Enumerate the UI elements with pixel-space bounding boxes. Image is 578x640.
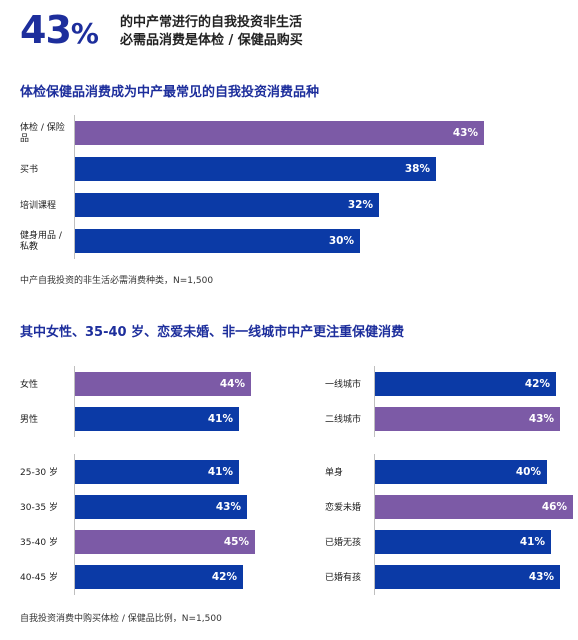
- category-label: 男性: [20, 414, 39, 425]
- category-label: 已婚有孩: [325, 572, 362, 583]
- chart-baseline: [74, 115, 75, 259]
- headline-line-2: 必需品消费是体检 / 保健品购买: [120, 33, 303, 48]
- category-label: 30-35 岁: [20, 502, 59, 513]
- bar-value-label: 30%: [328, 235, 354, 247]
- bar-value-label: 45%: [223, 536, 249, 548]
- bar: 45%: [75, 530, 255, 554]
- bar: 40%: [375, 460, 547, 484]
- bar: 43%: [75, 121, 484, 145]
- bar-row: 女性 44%: [20, 372, 280, 398]
- bar: 38%: [75, 157, 436, 181]
- bar: 43%: [375, 565, 560, 589]
- bar-value-label: 40%: [515, 466, 541, 478]
- category-label: 二线城市: [325, 414, 362, 425]
- bar-row: 35-40 岁 45%: [20, 530, 280, 556]
- category-label: 恋爱未婚: [325, 502, 362, 513]
- category-label: 健身用品 / 私教: [20, 231, 62, 252]
- bar: 43%: [375, 407, 560, 431]
- bar: 30%: [75, 229, 360, 253]
- bar: 41%: [75, 407, 239, 431]
- bar-value-label: 43%: [215, 501, 241, 513]
- bar-value-label: 41%: [207, 466, 233, 478]
- bar: 41%: [375, 530, 551, 554]
- bar-value-label: 41%: [207, 413, 233, 425]
- category-label: 买书: [20, 164, 39, 175]
- category-label: 25-30 岁: [20, 467, 59, 478]
- bar-row: 买书 38%: [20, 157, 436, 183]
- headline-text: 的中产常进行的自我投资非生活 必需品消费是体检 / 保健品购买: [120, 14, 420, 50]
- bar-value-label: 43%: [528, 413, 554, 425]
- bar-row: 一线城市 42%: [325, 372, 578, 398]
- bar-row: 体检 / 保险品 43%: [20, 121, 484, 147]
- section2-note: 自我投资消费中购买体检 / 保健品比例，N=1,500: [20, 614, 222, 624]
- section2-title: 其中女性、35-40 岁、恋爱未婚、非一线城市中产更注重保健消费: [20, 325, 405, 340]
- category-label: 体检 / 保险品: [20, 123, 65, 144]
- headline-line-1: 的中产常进行的自我投资非生活: [120, 15, 303, 30]
- bar-row: 30-35 岁 43%: [20, 495, 280, 521]
- bar-value-label: 43%: [528, 571, 554, 583]
- bar-value-label: 38%: [404, 163, 430, 175]
- bar-row: 已婚有孩 43%: [325, 565, 578, 591]
- category-label: 一线城市: [325, 379, 362, 390]
- bar-row: 恋爱未婚 46%: [325, 495, 578, 521]
- category-label: 女性: [20, 379, 39, 390]
- bar-value-label: 46%: [541, 501, 567, 513]
- bar-row: 男性 41%: [20, 407, 280, 433]
- chart-baseline: [374, 366, 375, 437]
- section1-title: 体检保健品消费成为中产最常见的自我投资消费品种: [20, 85, 320, 100]
- bar-row: 健身用品 / 私教 30%: [20, 229, 360, 255]
- bar-row: 40-45 岁 42%: [20, 565, 280, 591]
- bar-row: 单身 40%: [325, 460, 578, 486]
- bar-row: 二线城市 43%: [325, 407, 578, 433]
- chart-baseline: [74, 366, 75, 437]
- section1-note: 中产自我投资的非生活必需消费种类，N=1,500: [20, 276, 214, 286]
- bar: 42%: [75, 565, 243, 589]
- category-label: 单身: [325, 467, 344, 478]
- bar: 44%: [75, 372, 251, 396]
- bar-value-label: 43%: [452, 127, 478, 139]
- bar-value-label: 41%: [519, 536, 545, 548]
- bar-value-label: 42%: [524, 378, 550, 390]
- bar-value-label: 44%: [219, 378, 245, 390]
- category-label: 已婚无孩: [325, 537, 362, 548]
- bar-value-label: 42%: [211, 571, 237, 583]
- bar: 41%: [75, 460, 239, 484]
- bar: 42%: [375, 372, 556, 396]
- headline-number: 43%: [20, 8, 99, 52]
- bar-row: 培训课程 32%: [20, 193, 379, 219]
- bar-row: 25-30 岁 41%: [20, 460, 280, 486]
- chart-baseline: [74, 454, 75, 595]
- category-label: 培训课程: [20, 200, 57, 211]
- bar-value-label: 32%: [347, 199, 373, 211]
- category-label: 40-45 岁: [20, 572, 59, 583]
- category-label: 35-40 岁: [20, 537, 59, 548]
- chart-baseline: [374, 454, 375, 595]
- bar: 46%: [375, 495, 573, 519]
- bar: 32%: [75, 193, 379, 217]
- bar: 43%: [75, 495, 247, 519]
- bar-row: 已婚无孩 41%: [325, 530, 578, 556]
